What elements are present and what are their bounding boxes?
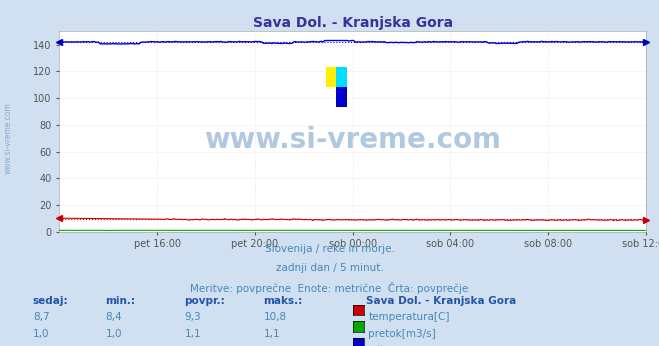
Text: 9,3: 9,3	[185, 312, 201, 322]
Text: 1,1: 1,1	[264, 329, 280, 339]
Title: Sava Dol. - Kranjska Gora: Sava Dol. - Kranjska Gora	[252, 16, 453, 30]
Text: www.si-vreme.com: www.si-vreme.com	[204, 126, 501, 154]
Text: povpr.:: povpr.:	[185, 296, 225, 306]
Text: www.si-vreme.com: www.si-vreme.com	[3, 102, 13, 174]
Text: temperatura[C]: temperatura[C]	[368, 312, 450, 322]
Text: 8,4: 8,4	[105, 312, 122, 322]
Text: 8,7: 8,7	[33, 312, 49, 322]
Text: pretok[m3/s]: pretok[m3/s]	[368, 329, 436, 339]
Text: zadnji dan / 5 minut.: zadnji dan / 5 minut.	[275, 263, 384, 273]
Text: 1,0: 1,0	[105, 329, 122, 339]
Bar	[337, 87, 347, 107]
Text: 1,1: 1,1	[185, 329, 201, 339]
Text: sedaj:: sedaj:	[33, 296, 69, 306]
Text: Meritve: povprečne  Enote: metrične  Črta: povprečje: Meritve: povprečne Enote: metrične Črta:…	[190, 282, 469, 294]
Text: 1,0: 1,0	[33, 329, 49, 339]
Text: maks.:: maks.:	[264, 296, 303, 306]
Text: Slovenija / reke in morje.: Slovenija / reke in morje.	[264, 244, 395, 254]
Text: 10,8: 10,8	[264, 312, 287, 322]
Bar	[326, 67, 337, 87]
Text: min.:: min.:	[105, 296, 136, 306]
Text: Sava Dol. - Kranjska Gora: Sava Dol. - Kranjska Gora	[366, 296, 516, 306]
Bar	[337, 67, 347, 87]
